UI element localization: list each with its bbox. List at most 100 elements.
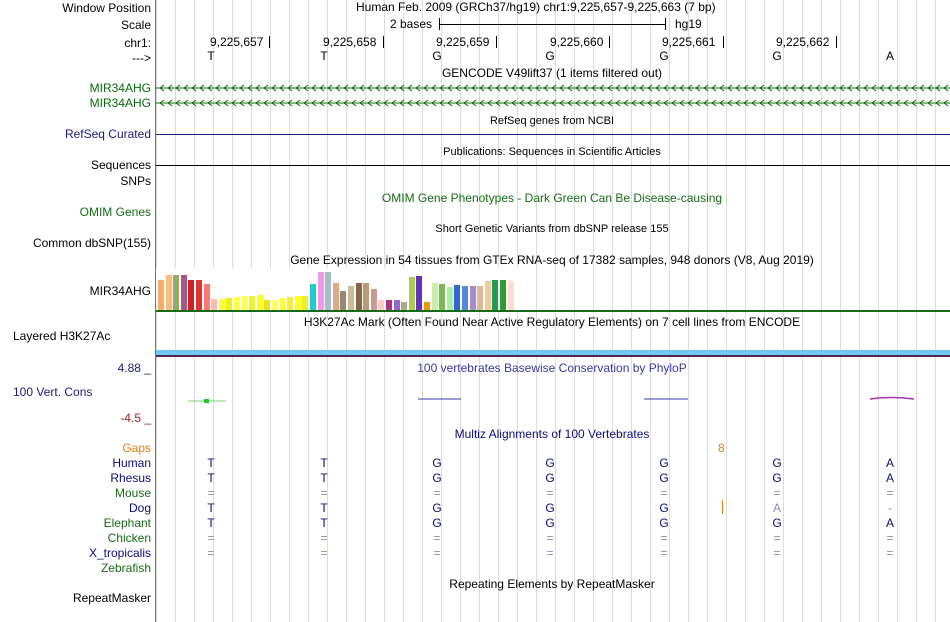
gtex-expression-bars[interactable] xyxy=(156,268,536,310)
alignment-base: G xyxy=(545,516,555,530)
h3k27ac-track-label[interactable]: Layered H3K27Ac xyxy=(13,329,111,343)
gtex-tissue-bar[interactable] xyxy=(355,283,362,310)
gtex-tissue-bar[interactable] xyxy=(332,283,339,310)
species-label[interactable]: Mouse xyxy=(114,486,151,500)
gencode-item-label[interactable]: MIR34AHG xyxy=(89,96,151,110)
refseq-gene-line[interactable] xyxy=(156,134,950,135)
snps-track-label[interactable]: SNPs xyxy=(120,174,151,188)
phylop-track-label[interactable]: 100 Vert. Cons xyxy=(13,385,93,399)
species-label[interactable]: Dog xyxy=(128,501,151,515)
strand-arrow xyxy=(535,99,541,107)
gtex-tissue-bar[interactable] xyxy=(446,287,453,310)
gtex-tissue-bar[interactable] xyxy=(302,296,309,310)
gtex-tissue-bar[interactable] xyxy=(310,284,316,310)
gtex-tissue-bar[interactable] xyxy=(439,284,446,310)
gtex-tissue-bar[interactable] xyxy=(386,300,392,310)
strand-arrow xyxy=(487,84,493,92)
gtex-tissue-bar[interactable] xyxy=(226,298,233,310)
species-label[interactable]: Zebrafish xyxy=(100,561,151,575)
gtex-tissue-bar[interactable] xyxy=(234,297,240,310)
gtex-tissue-bar[interactable] xyxy=(416,276,423,310)
gtex-tissue-bar[interactable] xyxy=(378,300,385,310)
gtex-tissue-bar[interactable] xyxy=(279,298,286,310)
strand-arrow xyxy=(743,84,749,92)
gencode-item-label[interactable]: MIR34AHG xyxy=(89,81,151,95)
gtex-tissue-bar[interactable] xyxy=(180,275,187,310)
omim-track-label[interactable]: OMIM Genes xyxy=(79,205,151,219)
species-label[interactable]: Human xyxy=(112,456,151,470)
strand-arrow xyxy=(935,84,941,92)
coordinate-label: 9,225,658 xyxy=(323,35,377,49)
species-label[interactable]: Elephant xyxy=(103,516,151,530)
gtex-tissue-bar[interactable] xyxy=(462,286,468,310)
strand-arrow xyxy=(391,84,397,92)
strand-arrow xyxy=(447,99,453,107)
alignment-base: G xyxy=(659,516,669,530)
gtex-tissue-bar[interactable] xyxy=(431,283,438,310)
gtex-tissue-bar[interactable] xyxy=(287,297,294,310)
gtex-tissue-bar[interactable] xyxy=(325,272,332,310)
strand-arrow xyxy=(775,99,781,107)
phylop-track-title: 100 vertebrates Basewise Conservation by… xyxy=(417,361,687,375)
species-label[interactable]: Chicken xyxy=(107,531,151,545)
gtex-tissue-bar[interactable] xyxy=(340,291,347,310)
gtex-tissue-bar[interactable] xyxy=(317,272,324,310)
strand-arrow xyxy=(895,99,901,107)
alignment-base: G xyxy=(432,501,442,515)
gtex-tissue-bar[interactable] xyxy=(294,296,301,310)
gencode-gene-features[interactable] xyxy=(156,83,950,109)
repeatmasker-track-label[interactable]: RepeatMasker xyxy=(72,591,151,605)
gtex-tissue-bar[interactable] xyxy=(241,296,248,310)
gtex-track-label[interactable]: MIR34AHG xyxy=(89,284,151,298)
species-label[interactable]: Rhesus xyxy=(110,471,151,485)
gtex-tissue-bar[interactable] xyxy=(165,275,172,310)
strand-arrow xyxy=(367,99,373,107)
publications-sequence-line[interactable] xyxy=(156,165,950,166)
gtex-tissue-bar[interactable] xyxy=(477,286,484,310)
species-label[interactable]: X_tropicalis xyxy=(88,546,151,560)
dbsnp-track-title: Short Genetic Variants from dbSNP releas… xyxy=(435,223,669,235)
gtex-tissue-bar[interactable] xyxy=(393,300,400,310)
gtex-tissue-bar[interactable] xyxy=(469,286,476,310)
gtex-tissue-bar[interactable] xyxy=(348,286,354,310)
phylop-conservation-plot[interactable] xyxy=(156,392,950,408)
gtex-tissue-bar[interactable] xyxy=(500,280,506,310)
h3k27ac-signal-band[interactable] xyxy=(156,350,950,355)
gtex-tissue-bar[interactable] xyxy=(203,284,210,310)
gtex-tissue-bar[interactable] xyxy=(424,302,430,310)
alignment-base: G xyxy=(432,456,442,470)
dbsnp-track-label[interactable]: Common dbSNP(155) xyxy=(32,236,151,250)
gtex-tissue-bar[interactable] xyxy=(454,285,461,310)
gtex-tissue-bar[interactable] xyxy=(249,296,256,310)
gtex-tissue-bar[interactable] xyxy=(507,281,514,310)
strand-arrow xyxy=(767,84,773,92)
gtex-tissue-bar[interactable] xyxy=(492,280,499,310)
gtex-tissue-bar[interactable] xyxy=(218,299,225,310)
coordinate-tick xyxy=(609,36,610,48)
gtex-tissue-bar[interactable] xyxy=(363,283,370,310)
multiz-track-title: Multiz Alignments of 100 Vertebrates xyxy=(454,427,650,441)
gtex-tissue-bar[interactable] xyxy=(484,281,491,310)
gtex-tissue-bar[interactable] xyxy=(173,275,180,310)
gtex-tissue-bar[interactable] xyxy=(272,300,278,310)
gtex-tissue-bar[interactable] xyxy=(196,280,202,310)
strand-arrow xyxy=(271,99,277,107)
gtex-tissue-bar[interactable] xyxy=(408,277,415,310)
strand-arrow xyxy=(223,99,229,107)
gtex-tissue-bar[interactable] xyxy=(158,280,164,310)
alignment-base: T xyxy=(207,471,215,485)
gtex-tissue-bar[interactable] xyxy=(211,299,218,310)
gtex-tissue-bar[interactable] xyxy=(256,295,263,310)
sequences-track-label[interactable]: Sequences xyxy=(90,158,151,172)
strand-arrow xyxy=(759,99,765,107)
strand-arrow xyxy=(727,99,733,107)
strand-arrow xyxy=(375,84,381,92)
gtex-tissue-bar[interactable] xyxy=(264,300,271,310)
refseq-track-label[interactable]: RefSeq Curated xyxy=(64,127,151,141)
reference-base: T xyxy=(207,49,215,63)
strand-arrow xyxy=(751,99,757,107)
gtex-tissue-bar[interactable] xyxy=(401,302,408,310)
strand-arrow xyxy=(471,84,477,92)
gtex-tissue-bar[interactable] xyxy=(188,280,195,310)
gtex-tissue-bar[interactable] xyxy=(370,289,377,310)
